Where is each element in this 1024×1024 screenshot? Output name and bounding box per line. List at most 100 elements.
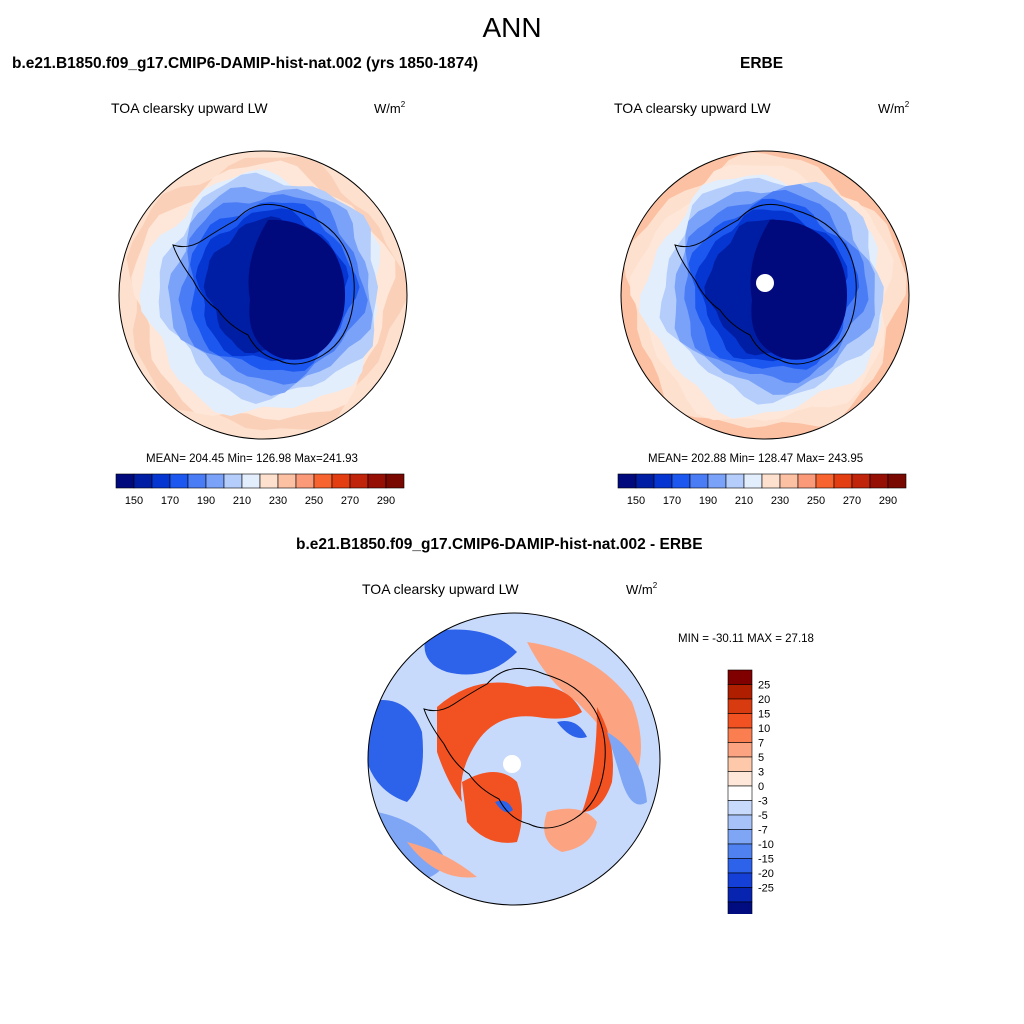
panel1-variable: TOA clearsky upward LW	[111, 100, 268, 116]
colorbar-box	[727, 785, 753, 801]
colorbar-tick-label: 190	[197, 495, 215, 507]
field-patch	[424, 629, 517, 675]
colorbar-tick-label: 210	[233, 495, 251, 507]
panel1-stats: MEAN= 204.45 Min= 126.98 Max=241.93	[146, 453, 358, 465]
colorbar-box	[133, 473, 153, 489]
colorbar-box	[779, 473, 799, 489]
panel2-stats: MEAN= 202.88 Min= 128.47 Max= 243.95	[648, 453, 864, 465]
erbe-colorbar: 150 170 190 210 230 250 270 290	[617, 473, 907, 507]
field-patch	[582, 707, 613, 812]
colorbar-box	[295, 473, 315, 489]
colorbar-box	[727, 872, 753, 888]
colorbar-tick-label: 5	[758, 752, 764, 764]
colorbar-tick-label: 10	[758, 723, 770, 735]
field-core	[750, 219, 848, 360]
colorbar-tick-label: 150	[627, 495, 645, 507]
erbe-map-border	[620, 150, 910, 440]
panel1-header: b.e21.B1850.f09_g17.CMIP6-DAMIP-hist-nat…	[12, 55, 479, 72]
colorbar-tick-label: 270	[843, 495, 861, 507]
colorbar-box	[115, 473, 135, 489]
colorbar-box	[259, 473, 279, 489]
colorbar-box	[349, 473, 369, 489]
erbe-polar-map	[620, 150, 910, 440]
colorbar-box	[727, 742, 753, 758]
colorbar-box	[725, 473, 745, 489]
colorbar-box	[797, 473, 817, 489]
colorbar-box	[169, 473, 189, 489]
colorbar-box	[689, 473, 709, 489]
difference-pole-hole	[503, 755, 521, 773]
colorbar-tick-label: 7	[758, 738, 764, 750]
panel3-variable: TOA clearsky upward LW	[362, 581, 519, 597]
model-polar-map	[118, 150, 408, 440]
colorbar-tick-label: -25	[758, 883, 774, 895]
colorbar-box	[815, 473, 835, 489]
field-patch	[557, 721, 587, 738]
difference-map-border	[367, 612, 661, 906]
colorbar-tick-label: 0	[758, 781, 764, 793]
colorbar-tick-label: -20	[758, 868, 774, 880]
colorbar-box	[653, 473, 673, 489]
colorbar-box	[833, 473, 853, 489]
colorbar-box	[727, 727, 753, 743]
colorbar-tick-label: 150	[125, 495, 143, 507]
panel2-units: W/m2	[878, 100, 910, 116]
colorbar-tick-label: 170	[663, 495, 681, 507]
colorbar-box	[869, 473, 889, 489]
colorbar-tick-label: 250	[305, 495, 323, 507]
colorbar-box	[727, 843, 753, 859]
colorbar-tick-label: -5	[758, 810, 768, 822]
erbe-antarctica-coastline	[674, 203, 857, 365]
colorbar-tick-label: -10	[758, 839, 774, 851]
colorbar-box	[727, 858, 753, 874]
field-patch	[368, 700, 423, 802]
colorbar-box	[727, 669, 753, 685]
colorbar-box	[313, 473, 333, 489]
field-patch	[407, 842, 477, 878]
colorbar-box	[635, 473, 655, 489]
colorbar-box	[277, 473, 297, 489]
colorbar-box	[367, 473, 387, 489]
colorbar-box	[727, 698, 753, 714]
colorbar-box	[151, 473, 171, 489]
panel2-header: ERBE	[740, 55, 784, 72]
colorbar-tick-label: -7	[758, 825, 768, 837]
colorbar-box	[727, 756, 753, 772]
figure-title: ANN	[482, 12, 542, 43]
colorbar-tick-label: 250	[807, 495, 825, 507]
colorbar-box	[241, 473, 261, 489]
colorbar-box	[727, 887, 753, 903]
colorbar-box	[671, 473, 691, 489]
colorbar-box	[707, 473, 727, 489]
colorbar-box	[887, 473, 907, 489]
colorbar-box	[727, 771, 753, 787]
colorbar-tick-label: 3	[758, 767, 764, 779]
colorbar-tick-label: 290	[879, 495, 897, 507]
field-core	[248, 219, 346, 360]
colorbar-box	[727, 800, 753, 816]
colorbar-tick-label: -15	[758, 854, 774, 866]
difference-antarctica-coastline	[423, 667, 606, 829]
colorbar-tick-label: 230	[269, 495, 287, 507]
colorbar-box	[727, 829, 753, 845]
colorbar-box	[761, 473, 781, 489]
panel3-stats: MIN = -30.11 MAX = 27.18	[678, 633, 814, 645]
colorbar-tick-label: 15	[758, 709, 770, 721]
panel3-header: b.e21.B1850.f09_g17.CMIP6-DAMIP-hist-nat…	[296, 536, 703, 553]
colorbar-box	[205, 473, 225, 489]
model-field-contours	[119, 151, 407, 439]
colorbar-box	[727, 713, 753, 729]
colorbar-tick-label: -3	[758, 796, 768, 808]
colorbar-box	[331, 473, 351, 489]
difference-colorbar: 25 20 15 10 7 5 3 0 -3 -5 -7 -10 -15 -20 -25	[727, 669, 774, 914]
model-map-border	[118, 150, 408, 440]
colorbar-box	[385, 473, 405, 489]
panel1-units: W/m2	[374, 100, 406, 116]
colorbar-box	[851, 473, 871, 489]
difference-polar-map	[367, 612, 661, 906]
colorbar-tick-label: 230	[771, 495, 789, 507]
colorbar-box	[727, 684, 753, 700]
colorbar-tick-label: 20	[758, 694, 770, 706]
erbe-pole-hole	[756, 274, 774, 292]
colorbar-tick-label: 190	[699, 495, 717, 507]
